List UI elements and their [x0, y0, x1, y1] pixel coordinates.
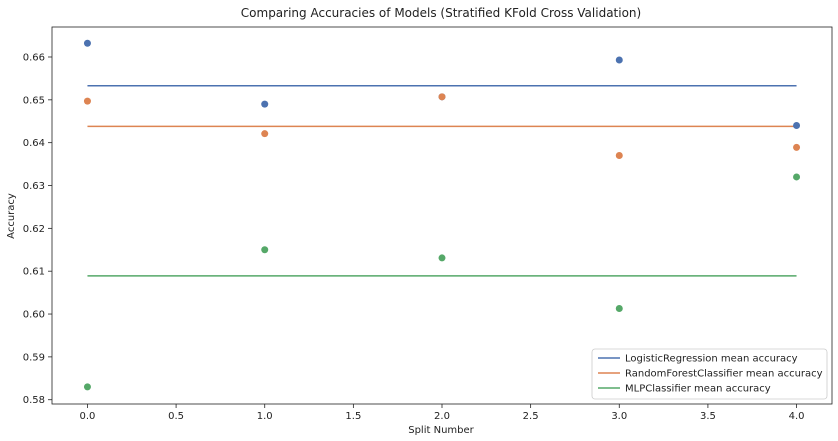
data-point-s2-1: [261, 246, 269, 254]
y-tick-label-3: 0.61: [23, 267, 45, 278]
y-tick-label-2: 0.60: [23, 310, 45, 321]
legend-box: [591, 348, 828, 400]
y-tick-label-1: 0.59: [23, 352, 45, 363]
data-point-s2-3: [615, 304, 623, 312]
legend-label-1: RandomForestClassifier mean accuracy: [625, 369, 823, 380]
chart-title: Comparing Accuracies of Models (Stratifi…: [241, 6, 641, 20]
y-tick-label-4: 0.62: [23, 224, 45, 235]
legend-label-2: MLPClassifier mean accuracy: [625, 384, 771, 395]
x-tick-label-1: 0.5: [168, 411, 184, 422]
x-tick-label-5: 2.5: [523, 411, 539, 422]
data-point-s1-3: [615, 152, 623, 160]
y-tick-label-6: 0.64: [23, 138, 45, 149]
y-tick-label-5: 0.63: [23, 181, 45, 192]
data-point-s1-4: [793, 143, 801, 151]
data-point-s0-3: [615, 56, 623, 64]
data-point-s2-4: [793, 173, 801, 181]
axes-frame: [51, 26, 833, 405]
x-tick-label-4: 2.0: [434, 411, 450, 422]
y-tick-label-0: 0.58: [23, 395, 45, 406]
x-tick-label-3: 1.5: [345, 411, 361, 422]
y-axis-label: Accuracy: [6, 193, 17, 239]
y-tick-label-7: 0.65: [23, 95, 45, 106]
x-tick-label-7: 3.5: [700, 411, 716, 422]
legend-label-0: LogisticRegression mean accuracy: [625, 354, 798, 365]
data-points: [83, 39, 801, 391]
mean-lines: [87, 84, 797, 277]
x-tick-label-0: 0.0: [80, 411, 96, 422]
x-tick-label-8: 4.0: [789, 411, 805, 422]
x-axis-label: Split Number: [408, 425, 474, 436]
data-point-s0-1: [261, 100, 269, 108]
x-axis-ticks: 0.0 0.5 1.0 1.5 2.0 2.5 3.0 3.5 4.0: [80, 404, 805, 422]
data-point-s2-2: [438, 254, 446, 262]
x-tick-label-6: 3.0: [611, 411, 627, 422]
data-point-s0-4: [793, 122, 801, 130]
data-point-s1-2: [438, 93, 446, 101]
x-tick-label-2: 1.0: [257, 411, 273, 422]
legend: LogisticRegression mean accuracy RandomFo…: [591, 348, 828, 400]
data-point-s0-0: [83, 39, 91, 47]
data-point-s1-1: [261, 130, 269, 138]
y-tick-label-8: 0.66: [23, 52, 45, 63]
data-point-s2-0: [83, 383, 91, 391]
y-axis-ticks: 0.58 0.59 0.60 0.61 0.62 0.63 0.64 0.65 0.66: [23, 52, 52, 406]
data-point-s1-0: [83, 97, 91, 105]
